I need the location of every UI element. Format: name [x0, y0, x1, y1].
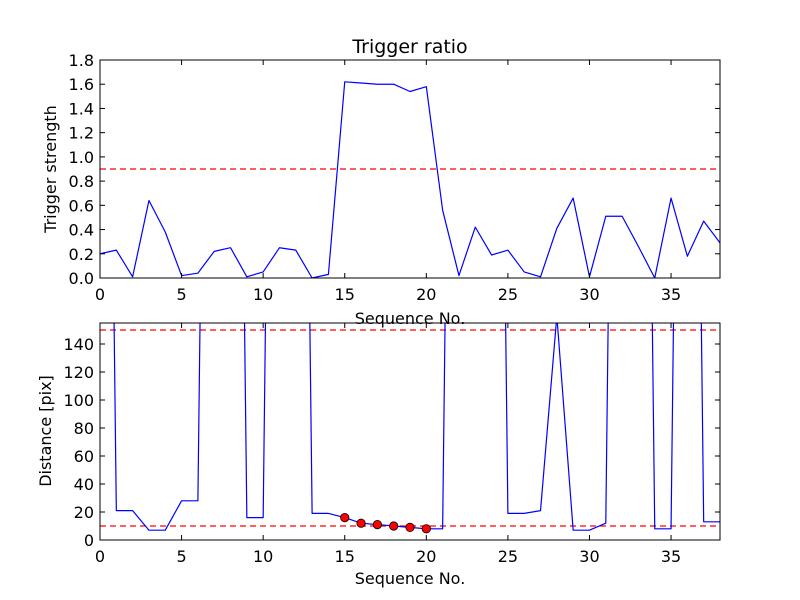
- x-tick-label: 15: [335, 285, 355, 304]
- y-tick-label: 1.2: [69, 124, 94, 143]
- distance-chart: 0 5 10 15 20 25 30 35 0 20 40 60 80 100 120 140 Sequenc…: [36, 322, 721, 588]
- x-tick-label: 15: [335, 547, 355, 566]
- y-tick-label: 1.6: [69, 75, 94, 94]
- y-axis-label: Distance [pix]: [36, 375, 55, 487]
- x-axis-label: Sequence No.: [355, 309, 466, 328]
- x-tick-label: 20: [416, 547, 436, 566]
- plot-area-frame: [99, 59, 721, 279]
- data-point-marker: [340, 512, 350, 523]
- x-tick-label: 0: [95, 285, 105, 304]
- plot-area-frame: [99, 322, 721, 541]
- chart-title: Trigger ratio: [351, 36, 467, 58]
- y-tick-label: 0.0: [69, 269, 94, 288]
- x-tick-label: 5: [176, 547, 186, 566]
- y-tick-label: 60: [74, 447, 94, 466]
- x-tick-label: 25: [498, 285, 518, 304]
- y-tick-label: 120: [63, 363, 94, 382]
- y-tick-label: 0.2: [69, 245, 94, 264]
- series-line: [100, 81, 720, 278]
- y-tick-label: 40: [74, 475, 94, 494]
- data-point-marker: [421, 524, 431, 534]
- x-tick-label: 10: [253, 285, 273, 304]
- x-tick-label: 25: [498, 547, 518, 566]
- y-tick-label: 140: [63, 335, 94, 354]
- data-point-marker: [405, 522, 415, 533]
- data-point-marker: [389, 521, 399, 531]
- x-tick-label: 35: [661, 285, 681, 304]
- y-tick-label: 100: [63, 391, 94, 410]
- x-tick-label: 0: [95, 547, 105, 566]
- y-tick-label: 0.6: [69, 196, 94, 215]
- x-tick-label: 35: [661, 547, 681, 566]
- y-tick-label: 80: [74, 419, 94, 438]
- y-tick-label: 0: [84, 531, 94, 550]
- x-tick-label: 30: [579, 547, 599, 566]
- y-tick-label: 0.8: [69, 172, 94, 191]
- y-tick-label: 1.8: [69, 51, 94, 70]
- y-axis-label: Trigger strength: [41, 105, 60, 234]
- x-tick-label: 5: [176, 285, 186, 304]
- x-tick-label: 10: [253, 547, 273, 566]
- y-tick-label: 1.4: [69, 99, 94, 118]
- y-tick-label: 20: [74, 503, 94, 522]
- y-tick-label: 1.0: [69, 148, 94, 167]
- data-point-marker: [372, 519, 382, 530]
- data-point-marker: [356, 518, 366, 528]
- y-tick-label: 0.4: [69, 221, 94, 240]
- x-tick-label: 30: [579, 285, 599, 304]
- x-tick-label: 20: [416, 285, 436, 304]
- x-axis-label: Sequence No.: [355, 569, 466, 588]
